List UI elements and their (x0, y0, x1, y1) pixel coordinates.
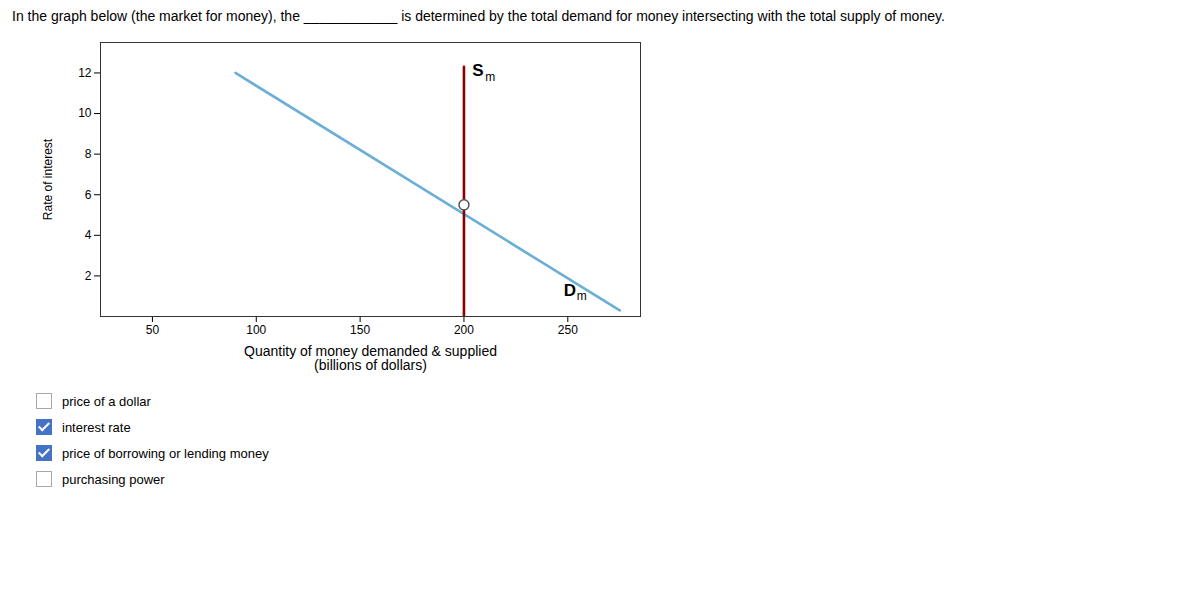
svg-text:150: 150 (350, 323, 370, 337)
html-text:interest rate: interest rate (62, 419, 131, 435)
svg-text:12: 12 (78, 66, 92, 80)
html-text:price of borrowing or lending: price of borrowing or lending money (62, 445, 269, 461)
svg-text:D: D (564, 281, 576, 300)
svg-text:10: 10 (78, 106, 92, 120)
svg-text:m: m (485, 70, 495, 84)
html-text:price of a dollar: price of a dollar (62, 393, 151, 409)
svg-text:200: 200 (454, 323, 474, 337)
html-text:purchasing power: purchasing power (62, 471, 165, 487)
svg-text:S: S (472, 61, 483, 80)
svg-text:Quantity of money demanded & s: Quantity of money demanded & supplied(bi… (244, 343, 497, 373)
svg-text:6: 6 (85, 188, 92, 202)
svg-text:4: 4 (85, 228, 92, 242)
html-text:In the graph below (the market: In the graph below (the market for money… (12, 8, 945, 24)
svg-text:100: 100 (246, 323, 266, 337)
svg-text:2: 2 (85, 269, 92, 283)
svg-text:8: 8 (85, 147, 92, 161)
svg-text:50: 50 (146, 323, 160, 337)
svg-text:250: 250 (558, 323, 578, 337)
svg-text:Rate of interest: Rate of interest (41, 138, 55, 220)
svg-text:m: m (577, 289, 587, 303)
